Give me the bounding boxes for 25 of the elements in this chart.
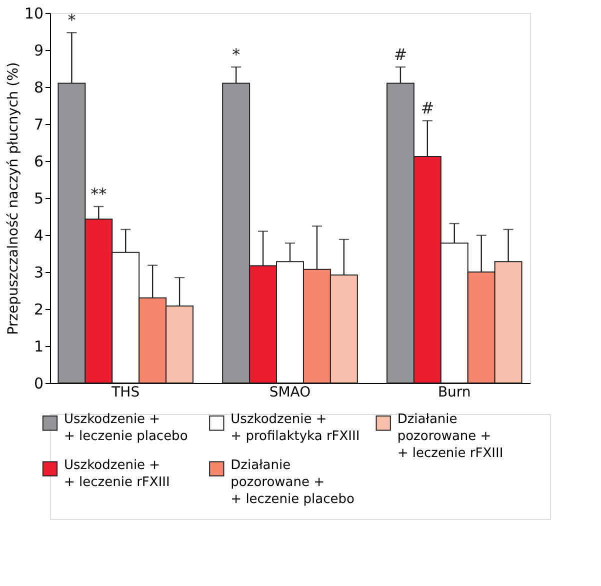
y-tick-label: 2 <box>34 300 44 318</box>
annotation: * <box>68 10 76 30</box>
legend-label: Działanie pozorowane + + leczenie rFXIII <box>397 412 504 462</box>
y-axis-title: Przepuszczalność naczyń płucnych (%) <box>5 62 22 335</box>
y-tick-label: 9 <box>34 42 44 60</box>
y-tick-label: 8 <box>34 78 44 96</box>
y-tick-label: 10 <box>24 4 44 22</box>
x-tick-label: THS <box>110 384 140 400</box>
y-tick-label: 1 <box>34 338 44 356</box>
y-tick-label: 7 <box>34 116 44 134</box>
annotation: # <box>420 98 434 118</box>
y-tick-label: 0 <box>34 374 44 392</box>
x-tick-label: SMAO <box>269 384 311 400</box>
annotation: # <box>394 45 408 64</box>
legend-label: Działanie pozorowane + + leczenie placebo <box>230 458 354 507</box>
annotation: * <box>232 45 240 64</box>
legend-label: Uszkodzenie + + leczenie rFXIII <box>64 458 170 490</box>
y-tick-label: 6 <box>34 152 44 170</box>
annotation: ** <box>90 184 107 204</box>
y-tick-label: 4 <box>34 226 44 244</box>
legend-label: Uszkodzenie + + profilaktyka rFXIII <box>230 412 360 444</box>
y-tick-label: 5 <box>34 190 44 208</box>
x-tick-label: Burn <box>438 384 471 400</box>
y-tick-label: 3 <box>34 264 44 282</box>
legend-label: Uszkodzenie + + leczenie placebo <box>64 412 188 444</box>
